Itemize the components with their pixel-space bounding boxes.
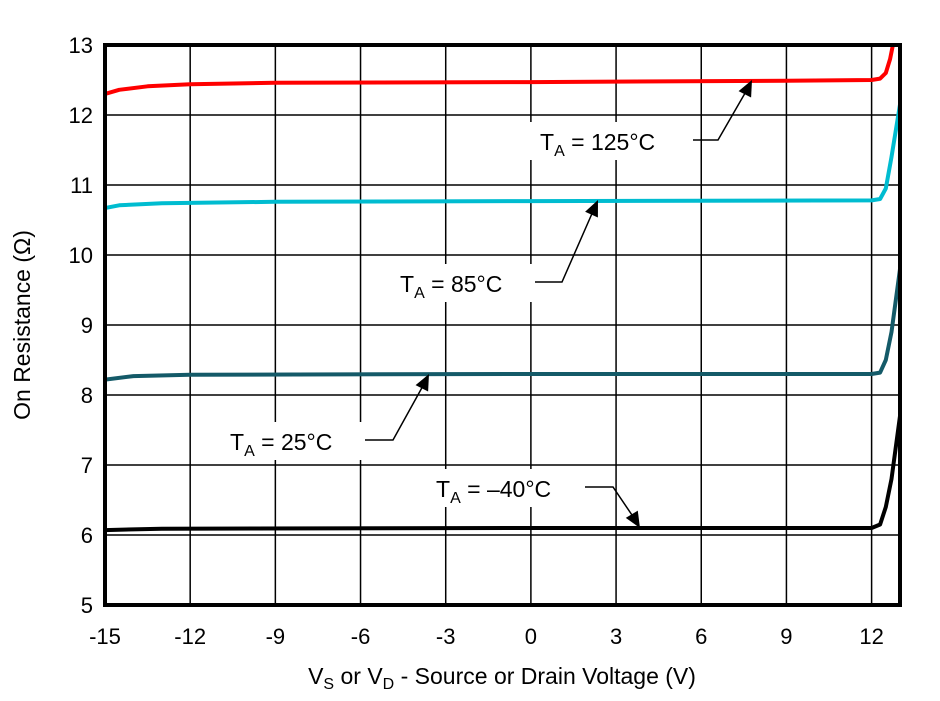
x-axis-label: VS or VD - Source or Drain Voltage (V) (308, 663, 696, 693)
series-line (105, 104, 900, 211)
annotation-label: TA = 125°C (540, 129, 655, 160)
series-line (105, 268, 900, 382)
annotation-leader-line (585, 486, 635, 519)
y-tick-label: 13 (69, 33, 93, 58)
y-tick-label: 7 (81, 453, 93, 478)
x-tick-label: -12 (174, 624, 206, 649)
x-tick-label: -3 (436, 624, 456, 649)
annotation-background (222, 422, 362, 460)
series-line (105, 415, 900, 533)
x-tick-label: 0 (525, 624, 537, 649)
annotation-leader-line (365, 383, 425, 441)
x-tick-label: 9 (780, 624, 792, 649)
y-tick-label: 10 (69, 243, 93, 268)
annotation-background (392, 264, 532, 302)
arrowhead-icon (738, 80, 752, 98)
y-tick-label: 6 (81, 523, 93, 548)
arrowhead-icon (625, 510, 640, 528)
annotation: TA = 125°C (530, 80, 752, 160)
x-tick-labels: -15 -12 -9 -6 -3 0 3 6 9 12 (89, 624, 884, 649)
annotation-label: TA = –40°C (436, 476, 551, 507)
x-tick-label: 12 (859, 624, 883, 649)
annotation-leader-line (535, 208, 595, 283)
x-tick-label: -9 (266, 624, 286, 649)
annotation-label: TA = 25°C (230, 429, 332, 460)
grid (104, 44, 900, 606)
annotation-background (428, 469, 578, 507)
annotation-background (530, 122, 690, 160)
x-tick-label: 3 (610, 624, 622, 649)
y-tick-label: 11 (70, 173, 93, 198)
y-tick-label: 9 (81, 313, 93, 338)
annotation: TA = 25°C (222, 374, 429, 460)
y-axis-label: On Resistance (Ω) (9, 230, 35, 420)
y-tick-label: 5 (81, 593, 93, 618)
x-tick-label: -15 (89, 624, 121, 649)
y-tick-label: 12 (69, 103, 93, 128)
annotations: TA = 125°C TA = 85°C TA = 25°C TA = –40°C (222, 80, 752, 528)
series-line (105, 45, 895, 96)
annotation-label: TA = 85°C (400, 271, 502, 302)
y-tick-labels: 5 6 7 8 9 10 11 12 13 (69, 33, 93, 618)
plot-frame (103, 43, 902, 607)
y-tick-label: 8 (81, 383, 93, 408)
x-tick-label: 6 (695, 624, 707, 649)
series-lines (105, 45, 900, 533)
x-tick-label: -6 (351, 624, 371, 649)
arrowhead-icon (415, 374, 429, 392)
annotation: TA = 85°C (392, 200, 598, 302)
arrowhead-icon (585, 200, 598, 218)
annotation: TA = –40°C (428, 469, 640, 528)
annotation-leader-line (693, 87, 749, 141)
